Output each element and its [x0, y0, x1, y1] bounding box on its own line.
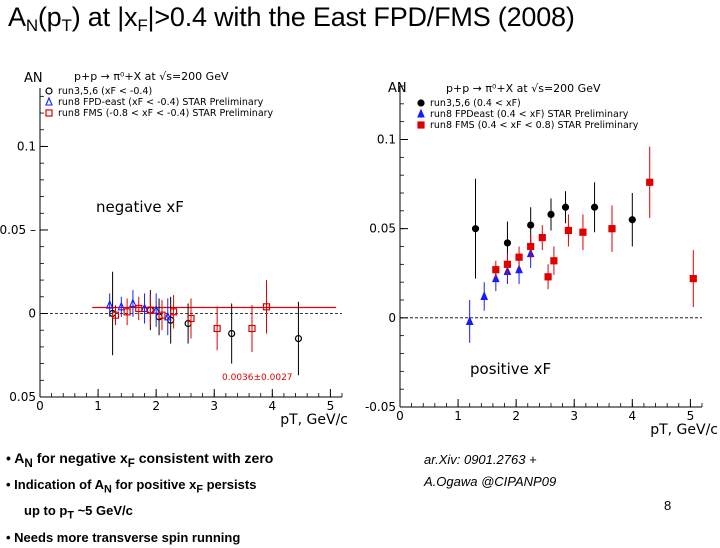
- right-data-point: [527, 242, 535, 251]
- left-x-axis-label: pT, GeV/c: [280, 412, 348, 428]
- bullet-2: • Indication of AN for positive xF persi…: [6, 476, 257, 496]
- left-data-point: [169, 308, 178, 316]
- left-legend-marker: [45, 96, 53, 106]
- right-legend-marker: [417, 99, 425, 107]
- left-data-point: [248, 324, 256, 333]
- left-data-point: [213, 324, 221, 333]
- right-data-point: [515, 264, 523, 274]
- left-y-axis-label: AN: [24, 71, 43, 86]
- right-legend-header: p+p → π⁰+X at √s=200 GeV: [446, 82, 601, 95]
- left-data-point: [140, 303, 149, 313]
- right-legend-marker: [417, 121, 425, 129]
- reference-author: A.Ogawa @CIPANP09: [424, 474, 557, 489]
- right-x-tick-label: 4: [628, 409, 636, 423]
- left-x-tick-label: 4: [268, 399, 276, 413]
- left-data-point: [187, 314, 195, 323]
- left-x-tick-label: 0: [36, 399, 44, 413]
- left-data-point: [294, 334, 303, 343]
- right-data-point: [579, 228, 587, 236]
- right-data-point: [492, 266, 500, 274]
- right-data-point: [689, 275, 697, 283]
- left-x-tick-label: 1: [94, 399, 102, 413]
- right-legend-entry: run8 FPDeast (0.4 < xF) STAR Preliminary: [430, 109, 629, 120]
- right-data-point: [547, 210, 555, 218]
- left-data-point: [158, 311, 166, 319]
- left-data-point: [163, 311, 172, 321]
- right-data-point: [538, 233, 546, 242]
- left-y-tick-label: 0: [28, 306, 36, 320]
- right-data-point: [515, 253, 523, 261]
- right-data-point: [544, 273, 552, 281]
- right-data-point: [527, 221, 535, 229]
- left-data-point: [111, 311, 120, 319]
- right-data-point: [471, 225, 480, 233]
- left-legend-entry: run3,5,6 (xF < -0.4): [58, 86, 152, 97]
- right-data-point: [590, 203, 599, 211]
- left-y-tick-label: 0.05 –: [0, 223, 36, 237]
- right-data-point: [608, 225, 616, 233]
- right-data-point: [646, 178, 654, 186]
- left-fit-label: 0.0036±0.0027: [222, 373, 293, 383]
- right-y-tick-label: 0: [388, 311, 396, 325]
- left-legend-entry: run8 FPD-east (xF < -0.4) STAR Prelimina…: [58, 97, 264, 108]
- reference-arxiv: ar.Xiv: 0901.2763 +: [424, 452, 537, 467]
- left-x-tick-label: 2: [152, 399, 160, 413]
- right-x-axis-label: pT, GeV/c: [650, 422, 718, 438]
- left-data-point: [123, 308, 131, 316]
- right-x-tick-label: 2: [512, 409, 520, 423]
- right-data-point: [465, 316, 474, 325]
- left-annotation: negative xF: [96, 198, 184, 216]
- right-data-point: [503, 239, 512, 247]
- left-legend-entry: run8 FMS (-0.8 < xF < -0.4) STAR Prelimi…: [58, 108, 274, 119]
- right-x-tick-label: 5: [687, 409, 695, 423]
- left-data-point: [152, 304, 160, 314]
- right-y-tick-label: -0.05: [365, 400, 396, 414]
- left-x-tick-label: 5: [327, 399, 335, 413]
- right-y-tick-label: 0.1: [377, 133, 396, 147]
- right-x-tick-label: 0: [396, 409, 404, 423]
- right-x-tick-label: 1: [454, 409, 462, 423]
- left-y-tick-label: 0.05: [9, 390, 36, 404]
- left-data-point: [262, 303, 271, 311]
- chart-negative-xf: 0 1 2 3 4 5 0.1 0.05 –0 0.05 AN pT, GeV/c p+p → π⁰+…: [0, 62, 360, 452]
- left-x-tick-label: 3: [210, 399, 218, 413]
- page-number: 8: [664, 498, 672, 513]
- right-data-point: [480, 291, 489, 300]
- bullet-list: • AN for negative xF consistent with zer…: [6, 448, 273, 548]
- right-data-point: [564, 226, 573, 235]
- left-data-point: [129, 298, 137, 308]
- right-data-point: [628, 216, 636, 224]
- left-data-point: [228, 329, 236, 338]
- left-legend-marker: [45, 87, 53, 95]
- bullet-3: • Needs more transverse spin running: [6, 529, 241, 545]
- right-legend-marker: [417, 108, 425, 118]
- left-legend-marker: [45, 109, 53, 117]
- left-data-point: [117, 301, 126, 311]
- left-y-tick-label: 0.1: [17, 139, 36, 153]
- left-data-point: [146, 306, 154, 314]
- left-data-point: [105, 299, 114, 309]
- left-legend-header: p+p → π⁰+X at √s=200 GeV: [74, 70, 229, 83]
- right-legend-entry: run3,5,6 (0.4 < xF): [430, 98, 521, 109]
- slide-title: AN(pT) at |xF|>0.4 with the East FPD/FMS…: [8, 2, 575, 35]
- right-y-axis-label: AN: [388, 81, 407, 96]
- right-y-tick-label: 0.05: [369, 222, 396, 236]
- right-data-point: [503, 260, 512, 268]
- left-data-point: [135, 304, 143, 313]
- right-legend-entry: run8 FMS (0.4 < xF < 0.8) STAR Prelimina…: [430, 120, 639, 131]
- right-data-point: [561, 203, 570, 211]
- bullet-2-continued: up to pT ~5 GeV/c: [24, 503, 133, 522]
- bullet-1: • AN for negative xF consistent with zer…: [6, 450, 274, 470]
- right-annotation: positive xF: [470, 360, 551, 378]
- chart-positive-xf: 0 1 2 3 4 5 0.1 0.05 0 -0.05 AN pT, GeV/c p+p → π⁰+X…: [360, 62, 720, 452]
- right-x-tick-label: 3: [570, 409, 578, 423]
- right-data-point: [550, 257, 558, 265]
